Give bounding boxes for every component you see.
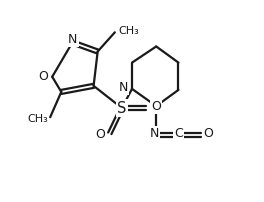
Text: O: O bbox=[203, 127, 213, 140]
Text: CH₃: CH₃ bbox=[119, 26, 140, 36]
Text: O: O bbox=[95, 128, 105, 141]
Text: N: N bbox=[150, 127, 159, 140]
Text: S: S bbox=[117, 101, 126, 116]
Text: N: N bbox=[119, 81, 128, 94]
Text: O: O bbox=[151, 100, 161, 113]
Text: N: N bbox=[68, 34, 78, 46]
Text: O: O bbox=[39, 70, 49, 83]
Text: CH₃: CH₃ bbox=[28, 114, 49, 124]
Text: C: C bbox=[175, 127, 183, 140]
